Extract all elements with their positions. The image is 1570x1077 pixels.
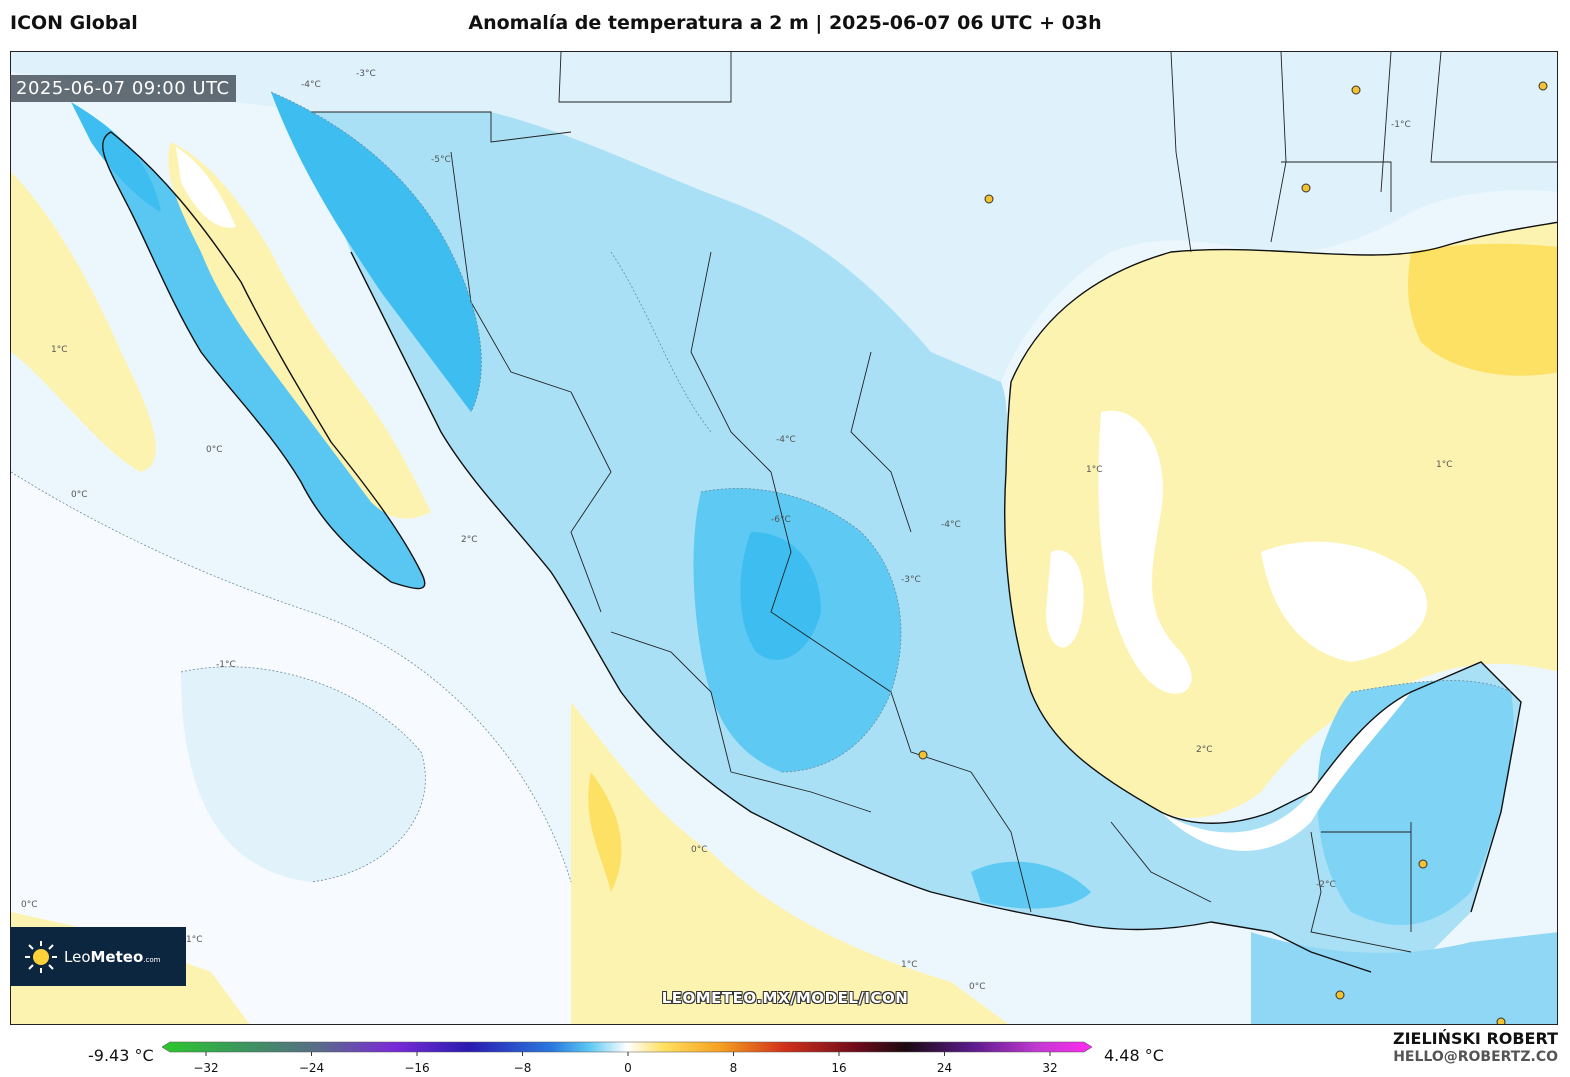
city-marker bbox=[1335, 990, 1345, 1000]
pacific-warm-core bbox=[588, 772, 622, 892]
contour-label: 1°C bbox=[901, 960, 918, 970]
color-scale-tick-label: −32 bbox=[193, 1061, 218, 1075]
contour-label: -2°C bbox=[1316, 880, 1336, 890]
valid-time-label: 2025-06-07 09:00 UTC bbox=[10, 75, 236, 102]
contour-label: -5°C bbox=[431, 155, 451, 165]
contour-label: 1°C bbox=[51, 345, 68, 355]
pacific-warm-strip-north bbox=[11, 172, 156, 472]
contour-label: 0°C bbox=[206, 445, 223, 455]
map-panel[interactable]: -3°C -4°C -5°C -6°C -4°C -4°C -3°C -1°C … bbox=[10, 51, 1558, 1025]
pacific-cold-patch bbox=[181, 666, 426, 882]
legend-min-value: -9.43 °C bbox=[88, 1046, 154, 1065]
city-marker bbox=[1496, 1017, 1506, 1024]
mexico-pacific-coastline bbox=[350, 251, 1372, 973]
logo-text: LeoMeteo.com bbox=[64, 947, 161, 966]
contour-label: 1°C bbox=[1086, 465, 1103, 475]
baja-california-peninsula bbox=[102, 132, 425, 589]
color-scale-ticks: −32 −24 −16 −8 0 8 16 24 32 bbox=[193, 1052, 1058, 1075]
author-email[interactable]: HELLO@ROBERTZ.CO bbox=[1393, 1049, 1558, 1065]
color-scale-tick-label: −16 bbox=[404, 1061, 429, 1075]
color-scale-tick-label: 24 bbox=[937, 1061, 952, 1075]
gulf-warm-core-east bbox=[1408, 243, 1557, 376]
watermark-url: LEOMETEO.MX/MODEL/ICON bbox=[661, 989, 909, 1007]
contour-label: -4°C bbox=[941, 520, 961, 530]
contour-label: 1°C bbox=[186, 935, 203, 945]
color-scale-tick-label: 32 bbox=[1042, 1061, 1057, 1075]
us-gulf-coastline bbox=[1010, 221, 1557, 383]
city-marker bbox=[984, 194, 994, 204]
contour-label: -4°C bbox=[301, 80, 321, 90]
color-scale-tick-label: −8 bbox=[514, 1061, 532, 1075]
mexico-gulf-coastline bbox=[1004, 381, 1522, 913]
chart-title: Anomalía de temperatura a 2 m | 2025-06-… bbox=[468, 12, 1102, 34]
sonora-cold-core bbox=[271, 92, 482, 412]
anomaly-contours bbox=[11, 91, 1512, 883]
contour-label: 0°C bbox=[21, 900, 38, 910]
central-america bbox=[1251, 932, 1557, 1024]
contour-label: -6°C bbox=[771, 515, 791, 525]
contour-label: -1°C bbox=[216, 660, 236, 670]
central-mexico-cold-peak bbox=[740, 532, 821, 660]
gulf-neutral-patch-west bbox=[1046, 550, 1084, 648]
contour-label: -4°C bbox=[776, 435, 796, 445]
mexico-mainland bbox=[311, 112, 1521, 972]
color-scale-legend: −32 −24 −16 −8 0 8 16 24 32 bbox=[162, 1041, 1093, 1075]
city-marker bbox=[1538, 81, 1548, 91]
city-marker bbox=[1351, 85, 1361, 95]
color-scale-bar bbox=[162, 1041, 1093, 1053]
sun-icon bbox=[25, 940, 57, 973]
gulf-neutral-patch bbox=[1098, 410, 1192, 694]
city-markers bbox=[918, 81, 1548, 1024]
color-scale-tick-label: −24 bbox=[299, 1061, 324, 1075]
city-marker bbox=[1418, 859, 1428, 869]
state-borders bbox=[311, 52, 1557, 953]
city-marker bbox=[918, 750, 928, 760]
color-scale-tick-label: 8 bbox=[730, 1061, 738, 1075]
color-scale-tick-label: 16 bbox=[831, 1061, 846, 1075]
gulf-of-california bbox=[168, 142, 431, 519]
temperature-anomaly-map: -3°C -4°C -5°C -6°C -4°C -4°C -3°C -1°C … bbox=[11, 52, 1557, 1024]
baja-cold-core bbox=[71, 102, 161, 212]
contour-label: -3°C bbox=[356, 69, 376, 79]
contour-label: 0°C bbox=[691, 845, 708, 855]
author-name: ZIELIŃSKI ROBERT bbox=[1392, 1029, 1558, 1048]
model-name: ICON Global bbox=[10, 12, 138, 34]
contour-label: 2°C bbox=[1196, 745, 1213, 755]
color-scale-tick-label: 0 bbox=[624, 1061, 632, 1075]
contour-label: 0°C bbox=[969, 982, 986, 992]
contour-label: -3°C bbox=[901, 575, 921, 585]
oaxaca-cold-patch bbox=[971, 861, 1091, 909]
contour-labels: -3°C -4°C -5°C -6°C -4°C -4°C -3°C -1°C … bbox=[21, 69, 1453, 992]
leometeo-logo[interactable]: LeoMeteo.com bbox=[10, 927, 186, 986]
pacific-warm-strip-south bbox=[571, 702, 1009, 1024]
contour-label: 1°C bbox=[1436, 460, 1453, 470]
gulf-neutral-patch-east bbox=[1261, 541, 1428, 662]
baja-coastline bbox=[102, 131, 426, 590]
gulf-of-california-north bbox=[176, 147, 236, 228]
contour-label: 2°C bbox=[461, 535, 478, 545]
usa-landmass bbox=[11, 52, 1557, 382]
contour-label: -1°C bbox=[1391, 120, 1411, 130]
legend-max-value: 4.48 °C bbox=[1104, 1046, 1164, 1065]
contour-label: 0°C bbox=[71, 490, 88, 500]
city-marker bbox=[1301, 183, 1311, 193]
